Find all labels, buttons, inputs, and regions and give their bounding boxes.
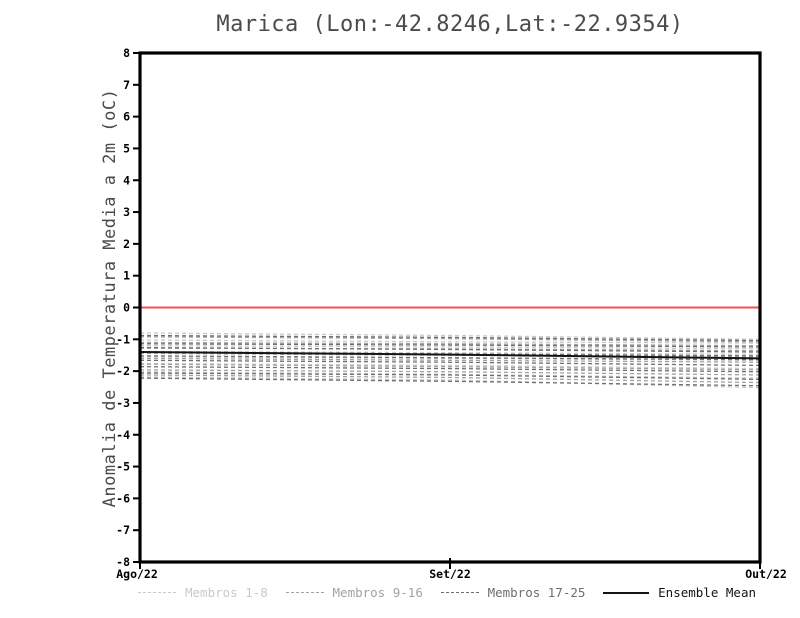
svg-text:Out/22: Out/22 — [745, 567, 787, 581]
svg-text:2: 2 — [123, 237, 130, 251]
svg-text:1: 1 — [123, 269, 130, 283]
svg-text:0: 0 — [123, 301, 130, 315]
svg-text:Set/22: Set/22 — [429, 567, 471, 581]
svg-text:5: 5 — [123, 141, 130, 155]
svg-text:-8: -8 — [116, 555, 130, 569]
svg-text:6: 6 — [123, 110, 130, 124]
legend-label: Ensemble Mean — [658, 585, 756, 600]
legend-label: Membros 9-16 — [332, 585, 423, 600]
svg-text:-5: -5 — [116, 460, 130, 474]
legend-item-membros-9-16: Membros 9-16 — [285, 585, 423, 600]
svg-text:-2: -2 — [116, 364, 130, 378]
dashed-line-swatch — [285, 592, 324, 593]
legend-label: Membros 17-25 — [487, 585, 586, 600]
svg-text:3: 3 — [123, 205, 130, 219]
svg-text:Ago/22: Ago/22 — [116, 567, 158, 581]
dashed-line-swatch — [138, 592, 176, 593]
svg-text:8: 8 — [123, 46, 130, 60]
chart-title: Marica (Lon:-42.8246,Lat:-22.9354) — [216, 12, 684, 37]
svg-text:7: 7 — [123, 78, 130, 92]
legend-item-membros-1-8: Membros 1-8 — [138, 585, 268, 600]
svg-text:4: 4 — [123, 173, 130, 187]
legend-item-ensemble-mean: Ensemble Mean — [603, 585, 756, 600]
svg-text:-6: -6 — [116, 491, 130, 505]
dashed-line-swatch — [440, 592, 479, 593]
legend: Membros 1-8 Membros 9-16 Membros 17-25 E… — [138, 585, 756, 600]
svg-text:-4: -4 — [116, 428, 130, 442]
legend-label: Membros 1-8 — [185, 585, 268, 600]
solid-line-swatch — [603, 591, 650, 594]
svg-text:-7: -7 — [116, 523, 130, 537]
svg-text:-3: -3 — [116, 396, 130, 410]
svg-text:-1: -1 — [116, 332, 130, 346]
legend-item-membros-17-25: Membros 17-25 — [440, 585, 586, 600]
